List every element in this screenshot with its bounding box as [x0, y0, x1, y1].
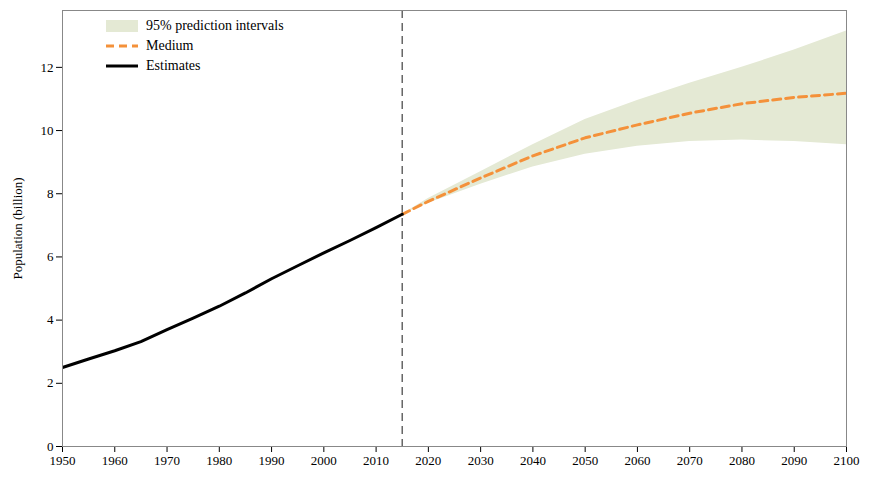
html-text:95% prediction intervals: 95% prediction intervals	[146, 18, 284, 33]
svg-text:6: 6	[47, 249, 54, 264]
html-text:Estimates: Estimates	[146, 58, 201, 73]
svg-text:10: 10	[41, 123, 54, 138]
svg-text:2090: 2090	[781, 453, 807, 468]
svg-text:2030: 2030	[468, 453, 494, 468]
svg-text:0: 0	[47, 439, 54, 454]
svg-text:2: 2	[47, 375, 54, 390]
svg-text:4: 4	[47, 312, 54, 327]
svg-text:2080: 2080	[729, 453, 755, 468]
html-text:Medium: Medium	[146, 38, 194, 53]
svg-text:1980: 1980	[206, 453, 232, 468]
svg-text:1950: 1950	[50, 453, 76, 468]
svg-text:2010: 2010	[363, 453, 389, 468]
svg-text:2060: 2060	[624, 453, 650, 468]
svg-text:2040: 2040	[520, 453, 546, 468]
svg-text:2050: 2050	[572, 453, 598, 468]
svg-text:1970: 1970	[154, 453, 180, 468]
svg-text:2000: 2000	[311, 453, 337, 468]
svg-text:2070: 2070	[677, 453, 703, 468]
svg-text:1990: 1990	[259, 453, 285, 468]
svg-text:Population (billion): Population (billion)	[10, 177, 25, 279]
svg-text:2020: 2020	[415, 453, 441, 468]
svg-text:1960: 1960	[102, 453, 128, 468]
svg-text:2100: 2100	[834, 453, 860, 468]
svg-text:8: 8	[47, 186, 54, 201]
svg-text:12: 12	[41, 60, 54, 75]
